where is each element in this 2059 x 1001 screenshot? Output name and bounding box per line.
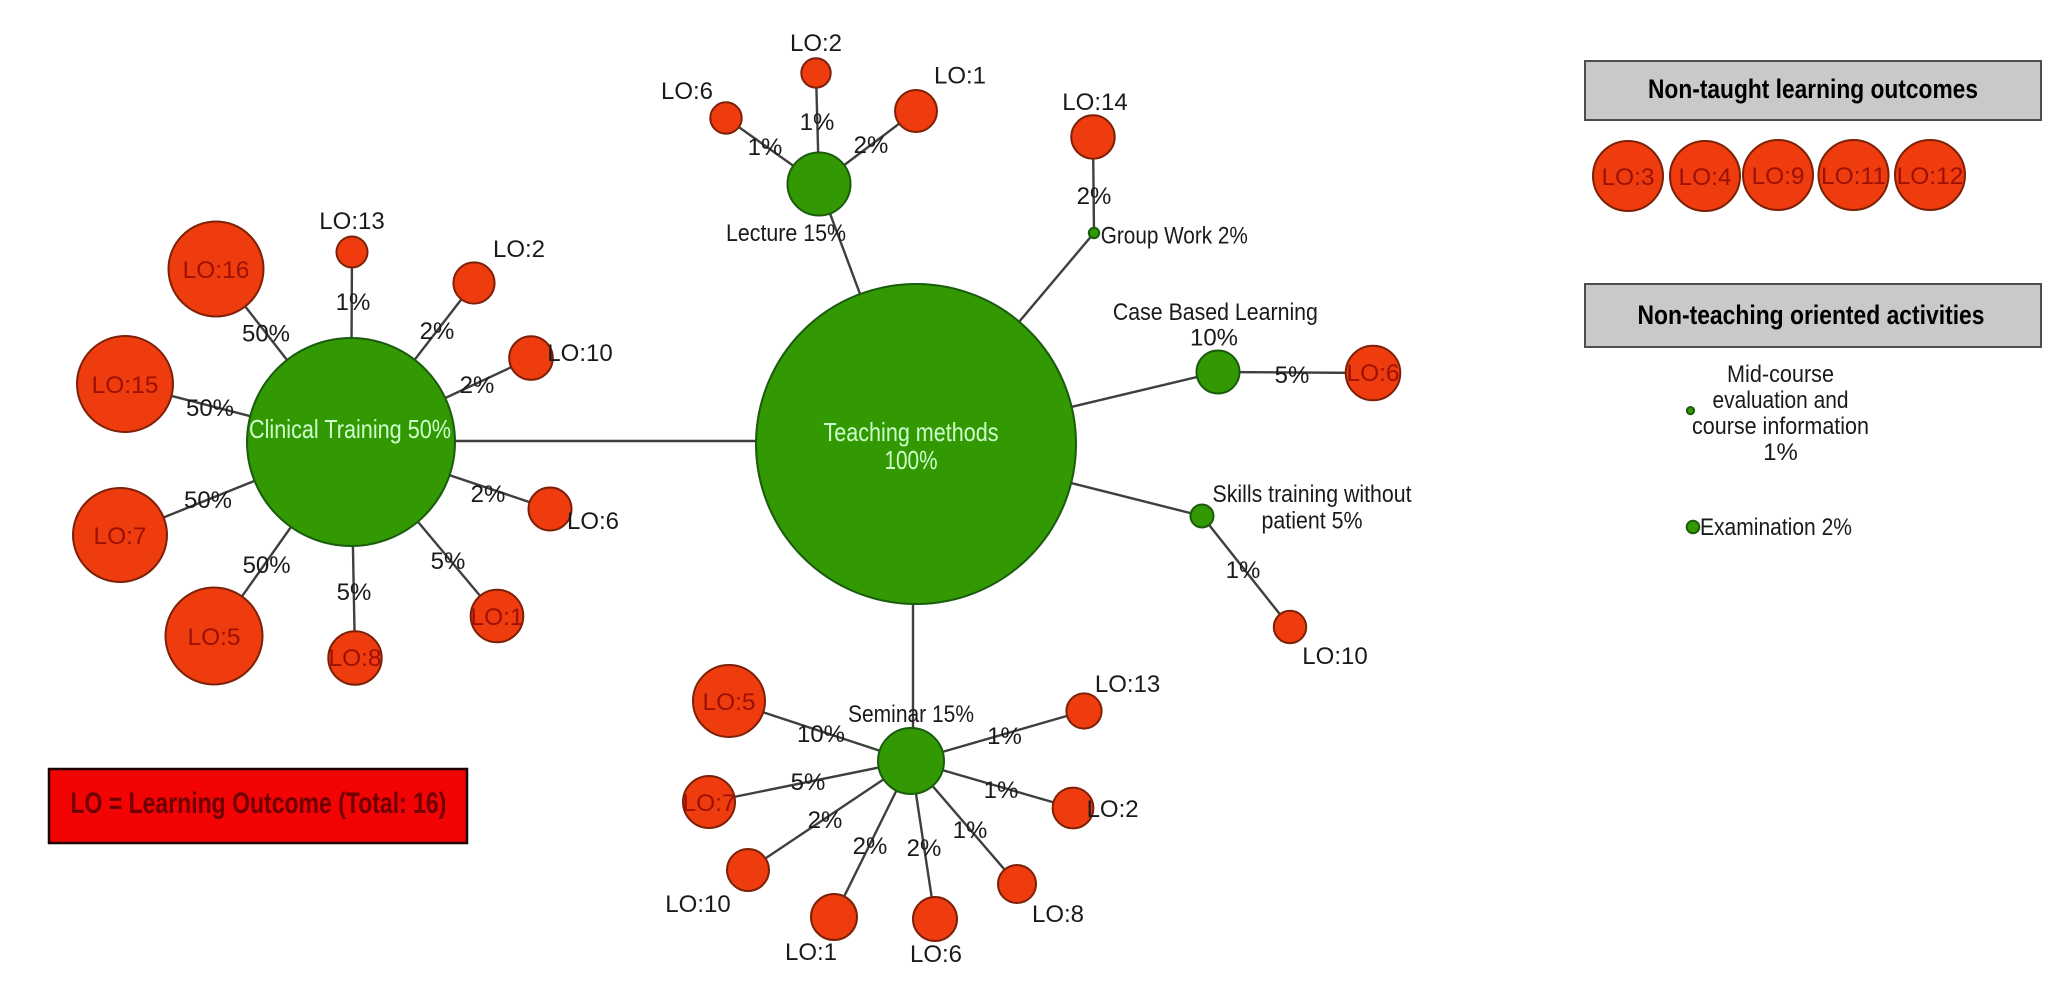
svg-text:5%: 5% <box>1275 362 1310 389</box>
svg-text:2%: 2% <box>907 835 942 862</box>
svg-text:LO:6: LO:6 <box>567 508 619 535</box>
svg-text:LO:14: LO:14 <box>1062 89 1127 116</box>
svg-text:LO:8: LO:8 <box>328 645 381 672</box>
svg-text:LO:8: LO:8 <box>1032 901 1084 928</box>
svg-text:LO:2: LO:2 <box>1087 796 1139 823</box>
svg-text:50%: 50% <box>184 487 232 514</box>
svg-text:LO:10: LO:10 <box>547 340 612 367</box>
svg-text:Lecture 15%: Lecture 15% <box>726 220 846 247</box>
svg-text:2%: 2% <box>854 132 889 159</box>
svg-text:1%: 1% <box>953 817 988 844</box>
svg-text:LO:6: LO:6 <box>1346 360 1399 387</box>
svg-text:Case Based Learning: Case Based Learning <box>1113 299 1318 326</box>
svg-text:Teaching methods: Teaching methods <box>824 417 999 447</box>
svg-text:LO:3: LO:3 <box>1601 164 1654 191</box>
svg-text:5%: 5% <box>431 548 466 575</box>
svg-text:LO:11: LO:11 <box>1821 163 1886 190</box>
svg-text:LO:16: LO:16 <box>183 257 250 284</box>
svg-text:2%: 2% <box>808 807 843 834</box>
svg-text:Non-taught learning outcomes: Non-taught learning outcomes <box>1648 74 1978 104</box>
svg-text:50%: 50% <box>243 552 291 579</box>
svg-text:1%: 1% <box>748 134 783 161</box>
svg-text:LO:10: LO:10 <box>665 891 730 918</box>
svg-text:LO:13: LO:13 <box>1095 671 1160 698</box>
svg-text:LO:7: LO:7 <box>93 523 146 550</box>
svg-text:1%: 1% <box>984 777 1019 804</box>
svg-text:LO:2: LO:2 <box>790 30 842 57</box>
svg-text:1%: 1% <box>1763 439 1798 466</box>
svg-text:LO:15: LO:15 <box>92 372 159 399</box>
svg-text:1%: 1% <box>336 289 371 316</box>
svg-text:2%: 2% <box>420 318 455 345</box>
svg-text:LO:4: LO:4 <box>1678 164 1731 191</box>
svg-text:LO:1: LO:1 <box>470 604 523 631</box>
svg-text:LO:6: LO:6 <box>910 941 962 968</box>
svg-text:LO:1: LO:1 <box>934 63 986 90</box>
svg-text:5%: 5% <box>791 769 826 796</box>
svg-text:LO:9: LO:9 <box>1751 163 1804 190</box>
svg-text:Group Work 2%: Group Work 2% <box>1101 223 1248 250</box>
svg-text:Seminar 15%: Seminar 15% <box>848 701 974 728</box>
svg-text:Non-teaching oriented activiti: Non-teaching oriented activities <box>1638 300 1985 330</box>
svg-text:1%: 1% <box>987 723 1022 750</box>
svg-text:course information: course information <box>1692 413 1869 440</box>
svg-text:LO:6: LO:6 <box>661 78 713 105</box>
svg-text:LO:1: LO:1 <box>785 939 837 966</box>
svg-text:50%: 50% <box>186 395 234 422</box>
svg-text:LO:10: LO:10 <box>1302 643 1367 670</box>
svg-text:LO = Learning Outcome (Total:: LO = Learning Outcome (Total: 16) <box>70 787 446 820</box>
svg-text:2%: 2% <box>1077 183 1112 210</box>
svg-text:LO:7: LO:7 <box>682 790 735 817</box>
svg-text:Examination 2%: Examination 2% <box>1700 514 1852 541</box>
svg-text:2%: 2% <box>471 481 506 508</box>
svg-text:LO:12: LO:12 <box>1897 163 1964 190</box>
svg-text:50%: 50% <box>242 321 290 348</box>
svg-text:LO:5: LO:5 <box>702 689 755 716</box>
svg-text:LO:5: LO:5 <box>187 624 240 651</box>
svg-text:evaluation and: evaluation and <box>1713 387 1849 414</box>
svg-text:10%: 10% <box>797 721 845 748</box>
svg-text:2%: 2% <box>460 372 495 399</box>
svg-text:1%: 1% <box>800 109 835 136</box>
svg-text:patient 5%: patient 5% <box>1262 508 1363 535</box>
svg-text:2%: 2% <box>853 833 888 860</box>
svg-text:Skills training without: Skills training without <box>1213 481 1412 508</box>
svg-text:LO:13: LO:13 <box>319 208 384 235</box>
svg-text:LO:2: LO:2 <box>493 236 545 263</box>
svg-text:100%: 100% <box>885 445 938 475</box>
svg-text:10%: 10% <box>1190 325 1238 352</box>
svg-text:1%: 1% <box>1226 557 1261 584</box>
svg-text:5%: 5% <box>337 579 372 606</box>
svg-text:Mid-course: Mid-course <box>1727 361 1834 388</box>
svg-text:Clinical Training 50%: Clinical Training 50% <box>249 414 451 444</box>
